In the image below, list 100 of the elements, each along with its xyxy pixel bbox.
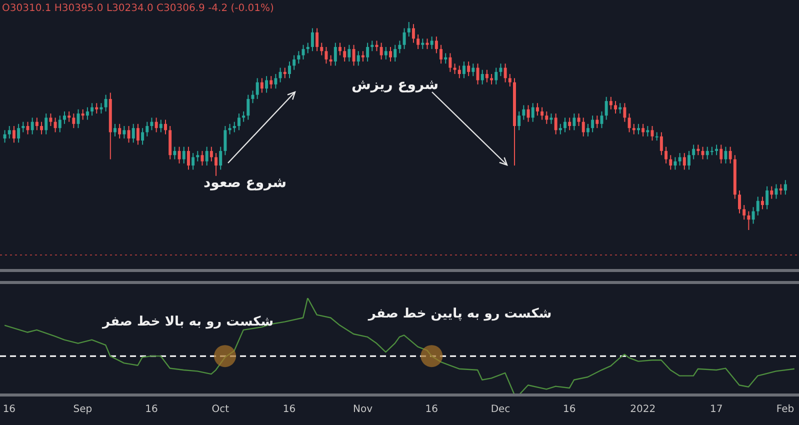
candlestick bbox=[480, 69, 484, 85]
candlestick bbox=[494, 67, 498, 85]
candlestick bbox=[86, 106, 89, 120]
candlestick bbox=[219, 146, 222, 170]
candlestick bbox=[265, 76, 268, 94]
candlestick bbox=[256, 78, 259, 100]
candlestick bbox=[44, 113, 48, 135]
candlestick bbox=[178, 146, 181, 164]
candlestick bbox=[618, 102, 622, 114]
candlestick bbox=[720, 144, 723, 164]
candlestick bbox=[766, 186, 769, 210]
candlestick bbox=[127, 126, 130, 144]
x-tick-label: Feb bbox=[776, 404, 794, 416]
candlestick bbox=[421, 38, 424, 50]
x-tick-label: Nov bbox=[353, 404, 373, 416]
candlestick bbox=[310, 28, 314, 52]
candlestick bbox=[173, 146, 176, 160]
candlestick bbox=[522, 104, 526, 120]
candlestick bbox=[499, 63, 502, 77]
candlestick bbox=[136, 123, 140, 146]
candlestick bbox=[655, 132, 658, 142]
candlestick bbox=[316, 28, 319, 52]
candlestick bbox=[545, 110, 548, 124]
candlestick bbox=[760, 196, 764, 210]
candlestick bbox=[701, 146, 704, 160]
candlestick bbox=[696, 144, 700, 156]
candlestick bbox=[292, 54, 296, 70]
candlestick bbox=[770, 186, 774, 200]
candlestick bbox=[95, 102, 98, 114]
candlestick bbox=[536, 102, 539, 116]
candlestick bbox=[232, 121, 236, 133]
candlestick bbox=[210, 146, 213, 162]
candlestick bbox=[389, 46, 392, 62]
candlestick bbox=[485, 69, 488, 83]
candlestick bbox=[334, 42, 337, 66]
candlestick bbox=[100, 102, 103, 114]
candlestick bbox=[352, 44, 356, 66]
candlestick bbox=[742, 204, 746, 220]
candlestick bbox=[660, 132, 663, 156]
candlestick bbox=[306, 42, 310, 54]
candlestick bbox=[302, 44, 305, 60]
candlestick bbox=[674, 156, 677, 170]
candlestick bbox=[150, 117, 154, 131]
candlestick bbox=[518, 110, 521, 131]
candlestick bbox=[54, 117, 57, 133]
annotation: شکست رو به پایین خط صفر bbox=[367, 306, 552, 322]
candlestick bbox=[577, 113, 580, 126]
candlestick bbox=[246, 94, 250, 120]
candlestick bbox=[407, 22, 410, 38]
candlestick bbox=[297, 50, 300, 64]
candlestick bbox=[361, 50, 364, 62]
candlestick bbox=[434, 36, 438, 54]
candlestick bbox=[784, 180, 787, 196]
candlestick bbox=[550, 113, 553, 124]
candlestick bbox=[586, 123, 590, 137]
candlestick bbox=[728, 146, 732, 164]
candlestick bbox=[462, 61, 466, 79]
candlestick bbox=[12, 126, 16, 144]
candlestick bbox=[380, 42, 383, 60]
candlestick bbox=[224, 126, 227, 156]
candlestick bbox=[628, 113, 631, 133]
candlestick bbox=[531, 102, 534, 122]
candlestick bbox=[692, 144, 696, 160]
candlestick bbox=[752, 206, 755, 224]
candlestick bbox=[384, 46, 388, 60]
candlestick bbox=[614, 100, 618, 114]
candlestick bbox=[448, 52, 452, 72]
candlestick bbox=[687, 150, 690, 170]
candlestick bbox=[490, 74, 494, 85]
candlestick bbox=[472, 63, 475, 77]
candlestick bbox=[62, 110, 66, 124]
candlestick bbox=[260, 78, 264, 94]
x-tick-label: 16 bbox=[145, 404, 158, 416]
candlestick bbox=[568, 117, 572, 131]
candlestick bbox=[623, 102, 626, 122]
text: O30310.1 H30395.0 L30234.0 C30306.9 -4.2 (-0.01%) bbox=[2, 3, 274, 14]
x-tick-label: 2022 bbox=[630, 404, 656, 416]
candlestick bbox=[146, 121, 149, 137]
candlestick bbox=[40, 121, 44, 135]
candlestick bbox=[288, 61, 291, 79]
candlestick bbox=[458, 65, 461, 79]
candlestick bbox=[237, 113, 240, 131]
candlestick bbox=[646, 126, 650, 137]
candlestick bbox=[118, 123, 122, 139]
candlestick bbox=[343, 46, 346, 62]
candlestick bbox=[540, 106, 544, 120]
candlestick bbox=[554, 113, 558, 135]
candlestick bbox=[182, 146, 186, 164]
candlestick bbox=[508, 74, 512, 87]
candlestick bbox=[526, 104, 530, 122]
candlestick bbox=[632, 123, 636, 135]
x-tick-label: 16 bbox=[2, 404, 16, 416]
candlestick bbox=[370, 40, 374, 52]
candlestick bbox=[582, 117, 585, 137]
x-tick-label: 16 bbox=[563, 404, 576, 416]
candlestick bbox=[756, 196, 760, 216]
candlestick bbox=[738, 190, 741, 214]
candlestick bbox=[104, 94, 108, 112]
candlestick bbox=[242, 110, 246, 122]
candlestick bbox=[141, 128, 144, 146]
